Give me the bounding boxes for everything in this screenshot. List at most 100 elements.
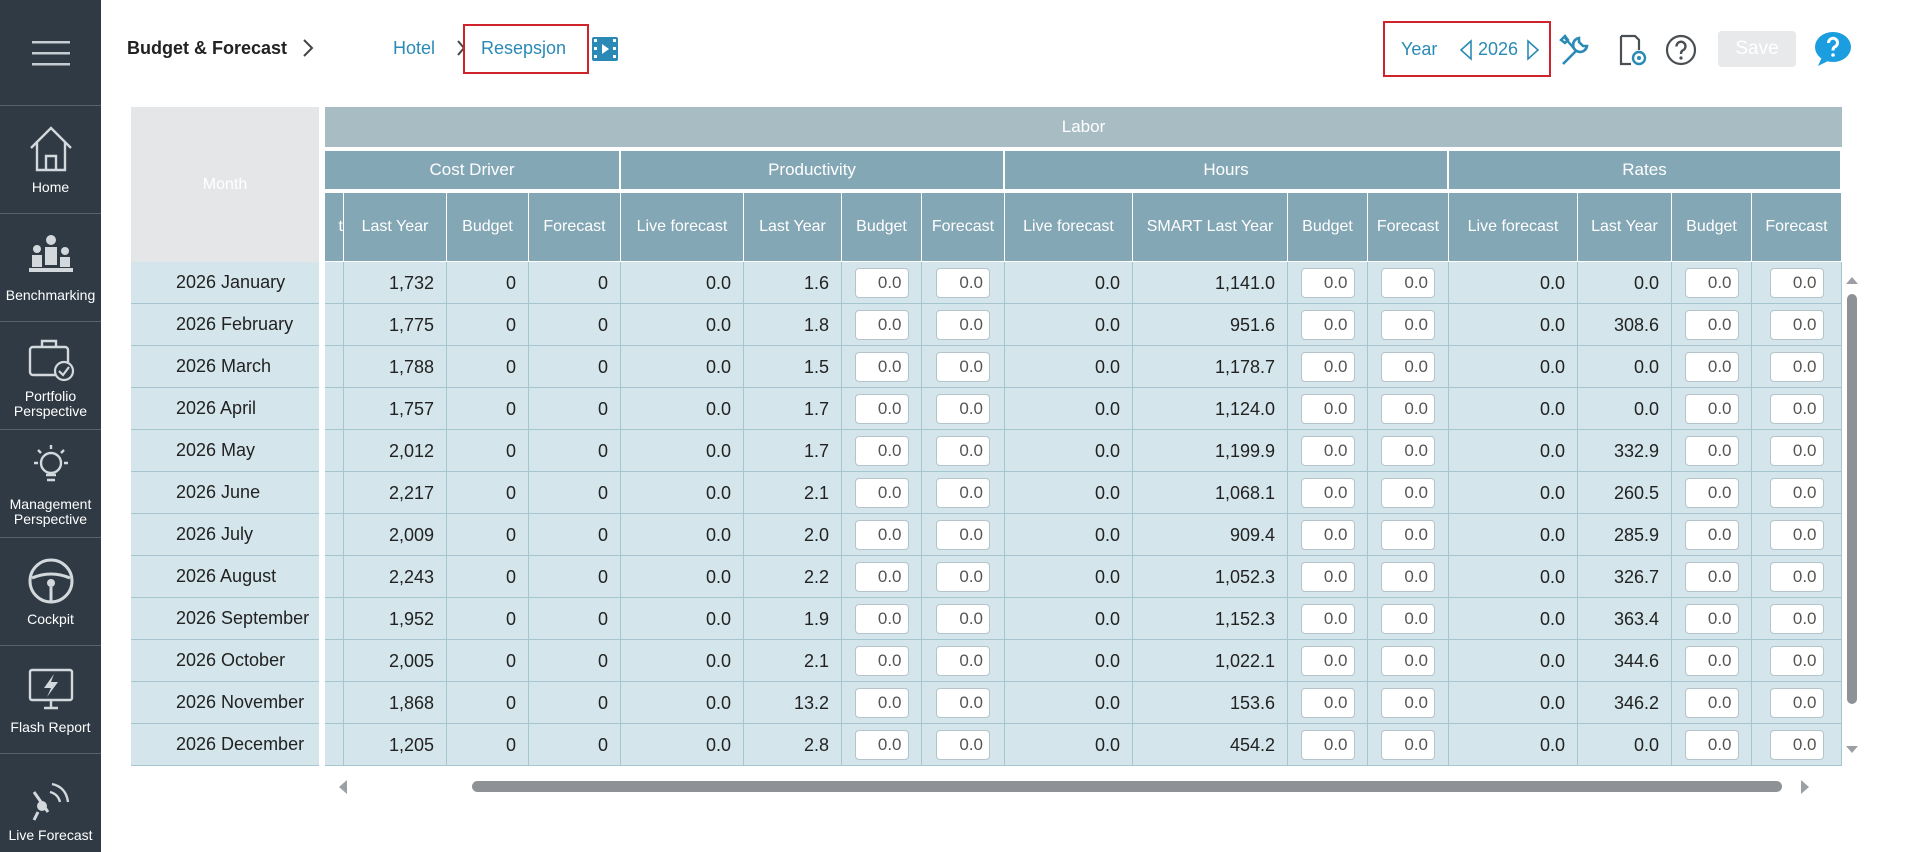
rates-forecast-input[interactable] — [1769, 268, 1824, 298]
scroll-down-arrow-icon[interactable] — [1845, 744, 1859, 756]
column-header-15[interactable]: Forecast — [1752, 193, 1842, 261]
scroll-up-arrow-icon[interactable] — [1845, 274, 1859, 286]
rates-forecast-input[interactable] — [1769, 562, 1824, 592]
productivity-forecast-input[interactable] — [936, 562, 990, 592]
productivity-forecast-input[interactable] — [936, 604, 990, 634]
column-header-10[interactable]: Budget — [1288, 193, 1368, 261]
hours-budget-input[interactable] — [1300, 562, 1355, 592]
document-settings-icon[interactable] — [1613, 32, 1649, 68]
sidebar-item-cockpit[interactable]: Cockpit — [0, 538, 101, 646]
hours-forecast-input[interactable] — [1381, 268, 1435, 298]
hours-forecast-input[interactable] — [1381, 352, 1435, 382]
horizontal-scroll-thumb[interactable] — [472, 781, 1782, 792]
rates-forecast-input[interactable] — [1769, 520, 1824, 550]
column-header-12[interactable]: Live forecast — [1449, 193, 1578, 261]
hours-forecast-input[interactable] — [1381, 478, 1435, 508]
scroll-left-arrow-icon[interactable] — [336, 779, 350, 795]
rates-forecast-input[interactable] — [1769, 310, 1824, 340]
productivity-budget-input[interactable] — [854, 310, 909, 340]
triangle-right-icon[interactable] — [1525, 39, 1541, 61]
productivity-budget-input[interactable] — [854, 562, 909, 592]
productivity-forecast-input[interactable] — [936, 268, 990, 298]
rates-forecast-input[interactable] — [1769, 352, 1824, 382]
sidebar-item-live-forecast[interactable]: Live Forecast — [0, 754, 101, 852]
column-header-13[interactable]: Last Year — [1578, 193, 1672, 261]
column-header-5[interactable]: Last Year — [744, 193, 842, 261]
hours-forecast-input[interactable] — [1381, 520, 1435, 550]
rates-budget-input[interactable] — [1684, 730, 1739, 760]
productivity-forecast-input[interactable] — [936, 478, 990, 508]
column-header-9[interactable]: SMART Last Year — [1133, 193, 1288, 261]
hours-budget-input[interactable] — [1300, 268, 1355, 298]
column-header-1[interactable]: Last Year — [344, 193, 447, 261]
rates-budget-input[interactable] — [1684, 352, 1739, 382]
hours-budget-input[interactable] — [1300, 520, 1355, 550]
productivity-budget-input[interactable] — [854, 604, 909, 634]
hamburger-menu-button[interactable] — [0, 0, 101, 106]
rates-budget-input[interactable] — [1684, 520, 1739, 550]
productivity-budget-input[interactable] — [854, 520, 909, 550]
tools-icon[interactable] — [1557, 32, 1593, 68]
hours-budget-input[interactable] — [1300, 730, 1355, 760]
hours-forecast-input[interactable] — [1381, 646, 1435, 676]
hours-forecast-input[interactable] — [1381, 604, 1435, 634]
productivity-budget-input[interactable] — [854, 268, 909, 298]
sidebar-item-benchmarking[interactable]: Benchmarking — [0, 214, 101, 322]
rates-budget-input[interactable] — [1684, 646, 1739, 676]
hours-budget-input[interactable] — [1300, 436, 1355, 466]
hours-budget-input[interactable] — [1300, 604, 1355, 634]
rates-forecast-input[interactable] — [1769, 436, 1824, 466]
productivity-forecast-input[interactable] — [936, 646, 990, 676]
breadcrumb-hotel-link[interactable]: Hotel — [393, 38, 436, 58]
rates-budget-input[interactable] — [1684, 688, 1739, 718]
rates-budget-input[interactable] — [1684, 310, 1739, 340]
rates-budget-input[interactable] — [1684, 604, 1739, 634]
hours-forecast-input[interactable] — [1381, 688, 1435, 718]
productivity-budget-input[interactable] — [854, 646, 909, 676]
column-header-6[interactable]: Budget — [842, 193, 922, 261]
column-header-8[interactable]: Live forecast — [1005, 193, 1133, 261]
productivity-forecast-input[interactable] — [936, 394, 990, 424]
rates-forecast-input[interactable] — [1769, 604, 1824, 634]
productivity-forecast-input[interactable] — [936, 688, 990, 718]
rates-forecast-input[interactable] — [1769, 394, 1824, 424]
rates-budget-input[interactable] — [1684, 268, 1739, 298]
hours-forecast-input[interactable] — [1381, 730, 1435, 760]
productivity-forecast-input[interactable] — [936, 436, 990, 466]
rates-forecast-input[interactable] — [1769, 730, 1824, 760]
column-header-7[interactable]: Forecast — [922, 193, 1005, 261]
save-button[interactable]: Save — [1718, 31, 1796, 67]
hours-forecast-input[interactable] — [1381, 436, 1435, 466]
productivity-forecast-input[interactable] — [936, 730, 990, 760]
column-header-0[interactable]: t — [325, 193, 344, 261]
chat-help-icon[interactable] — [1814, 31, 1852, 67]
rates-budget-input[interactable] — [1684, 478, 1739, 508]
rates-budget-input[interactable] — [1684, 562, 1739, 592]
productivity-budget-input[interactable] — [854, 478, 909, 508]
rates-forecast-input[interactable] — [1769, 646, 1824, 676]
hours-budget-input[interactable] — [1300, 352, 1355, 382]
rates-forecast-input[interactable] — [1769, 688, 1824, 718]
rates-forecast-input[interactable] — [1769, 478, 1824, 508]
productivity-forecast-input[interactable] — [936, 310, 990, 340]
column-header-3[interactable]: Forecast — [529, 193, 621, 261]
hours-forecast-input[interactable] — [1381, 394, 1435, 424]
hours-budget-input[interactable] — [1300, 394, 1355, 424]
sidebar-item-portfolio[interactable]: Portfolio Perspective — [0, 322, 101, 430]
hours-forecast-input[interactable] — [1381, 310, 1435, 340]
horizontal-scrollbar[interactable] — [336, 778, 1816, 796]
hours-budget-input[interactable] — [1300, 688, 1355, 718]
help-circle-icon[interactable] — [1665, 34, 1697, 66]
video-film-icon[interactable] — [591, 36, 619, 62]
productivity-budget-input[interactable] — [854, 394, 909, 424]
sidebar-item-management[interactable]: Management Perspective — [0, 430, 101, 538]
vertical-scrollbar[interactable] — [1845, 270, 1859, 760]
column-header-2[interactable]: Budget — [447, 193, 529, 261]
column-header-11[interactable]: Forecast — [1368, 193, 1449, 261]
rates-budget-input[interactable] — [1684, 394, 1739, 424]
triangle-left-icon[interactable] — [1458, 39, 1474, 61]
productivity-forecast-input[interactable] — [936, 520, 990, 550]
productivity-budget-input[interactable] — [854, 436, 909, 466]
scroll-right-arrow-icon[interactable] — [1798, 779, 1812, 795]
productivity-forecast-input[interactable] — [936, 352, 990, 382]
